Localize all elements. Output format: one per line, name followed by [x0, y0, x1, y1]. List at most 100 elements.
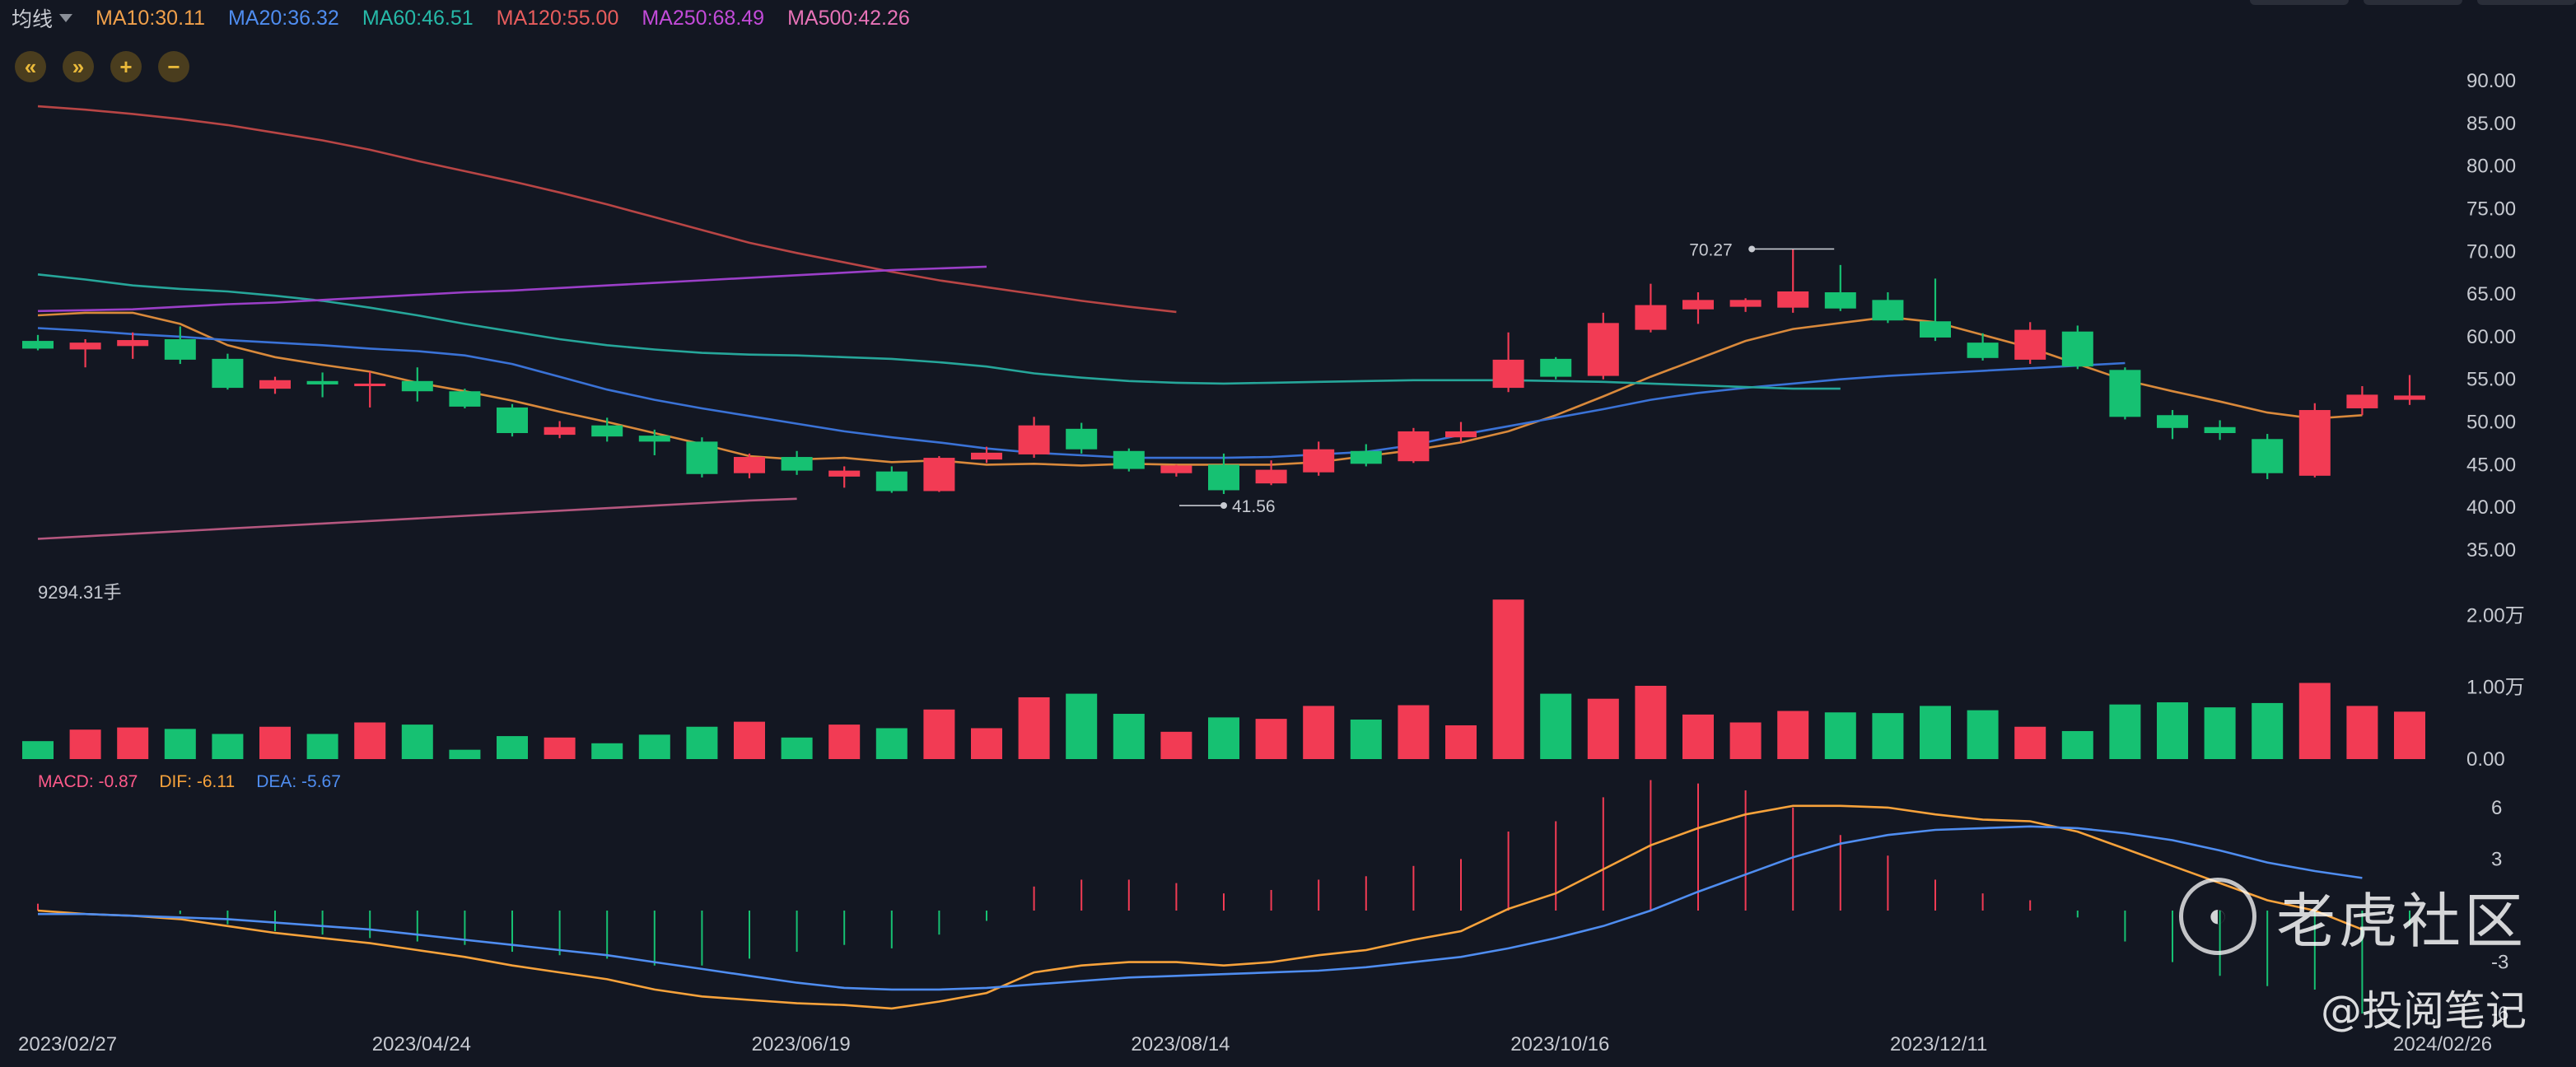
candle-body: [638, 436, 670, 442]
ma-line-ma10: [37, 311, 2363, 467]
candle-body: [2014, 329, 2046, 360]
indicator-select-label: 均线: [12, 8, 54, 31]
volume-bar: [2252, 702, 2284, 759]
candle-body: [1208, 464, 1239, 491]
legend-ma10: MA10:30.11: [96, 6, 205, 30]
volume-bar: [1113, 714, 1145, 759]
macd-value-label: MACD: -0.87: [38, 772, 138, 791]
candle-body: [1872, 300, 1904, 321]
candle-body: [2252, 439, 2284, 473]
volume-bar: [497, 736, 528, 759]
indicator-select[interactable]: 均线: [12, 3, 73, 33]
legend-ma20: MA20:36.32: [227, 6, 339, 30]
volume-bar: [164, 729, 196, 759]
macd-legend: MACD: -0.87 DIF: -6.11 DEA: -5.67: [38, 772, 341, 792]
max-annotation-dot: [1748, 245, 1756, 253]
candle-body: [1303, 449, 1335, 473]
candle-body: [1777, 291, 1809, 308]
volume-bar: [117, 727, 149, 759]
toolbar-stub[interactable]: [2477, 0, 2576, 5]
candle-body: [971, 452, 1002, 460]
price-tick-label: 65.00: [2466, 283, 2516, 305]
price-tick-label: 80.00: [2466, 156, 2516, 178]
candle-body: [1350, 450, 1382, 464]
candle-body: [117, 340, 149, 347]
ma-line-ma250: [37, 265, 987, 313]
legend-ma250: MA250:68.49: [642, 6, 765, 30]
candle-body: [259, 380, 291, 389]
candle-body: [1066, 428, 1098, 450]
candle-body: [1967, 342, 1999, 358]
volume-bar: [1920, 706, 1951, 759]
date-tick-label: 2023/06/19: [752, 1033, 851, 1055]
volume-bar: [781, 737, 813, 759]
candle-body: [734, 457, 765, 473]
volume-bar: [1208, 717, 1239, 759]
price-tick-label: 40.00: [2466, 496, 2516, 519]
candle-body: [923, 458, 955, 492]
toolbar-stub[interactable]: [2364, 0, 2462, 5]
candle-body: [1635, 305, 1667, 330]
date-tick-label: 2023/12/11: [1890, 1033, 1987, 1055]
legend-ma60: MA60:46.51: [362, 6, 474, 30]
volume-bar: [1824, 712, 1856, 759]
candle-body: [449, 391, 481, 407]
scroll-left-button[interactable]: «: [15, 51, 46, 82]
volume-bar: [1587, 698, 1619, 759]
volume-bar: [401, 725, 433, 759]
candle-body: [1398, 431, 1430, 462]
candle-body: [2394, 395, 2425, 400]
dea-line: [38, 825, 2363, 991]
chart-controls: « » + −: [15, 51, 189, 82]
candle-body: [1255, 469, 1287, 484]
candle-body: [544, 426, 576, 436]
candle-body: [828, 470, 861, 477]
date-tick-label: 2023/08/14: [1131, 1033, 1230, 1055]
price-tick-label: 50.00: [2466, 412, 2516, 434]
macd-tick-label: 3: [2491, 848, 2502, 870]
volume-bar: [1635, 685, 1667, 759]
ma-line-ma500: [37, 497, 797, 540]
candle-body: [875, 471, 908, 492]
candle-body: [164, 339, 196, 360]
candle-body: [1018, 425, 1050, 454]
candle-body: [2061, 331, 2093, 367]
volume-bar: [1350, 720, 1382, 759]
candle-body: [1682, 300, 1714, 310]
volume-bar: [2346, 706, 2378, 759]
volume-bar: [1967, 710, 1999, 759]
candle-body: [1920, 321, 1951, 338]
tiger-logo-icon: ◐: [2178, 877, 2256, 955]
price-tick-label: 75.00: [2466, 198, 2516, 220]
candle-body: [2298, 410, 2331, 476]
legend-ma120: MA120:55.00: [496, 6, 619, 30]
scroll-right-button[interactable]: »: [63, 51, 94, 82]
volume-bar: [1303, 706, 1335, 759]
zoom-out-button[interactable]: −: [158, 51, 189, 82]
volume-bar: [449, 749, 481, 759]
volume-bar: [306, 734, 338, 759]
volume-bar: [544, 737, 576, 759]
volume-bar: [734, 721, 765, 759]
max-price-label: 70.27: [1689, 240, 1733, 259]
ma-line-ma60: [37, 273, 1841, 390]
dea-value-label: DEA: -5.67: [256, 772, 341, 791]
candle-body: [2346, 394, 2378, 408]
volume-bar: [259, 726, 291, 759]
volume-bar: [875, 728, 908, 759]
candle-body: [781, 457, 813, 471]
candle-body: [69, 342, 101, 350]
price-tick-label: 70.00: [2466, 240, 2516, 263]
volume-bar: [1492, 599, 1524, 759]
volume-bar: [686, 726, 718, 759]
zoom-in-button[interactable]: +: [110, 51, 142, 82]
candle-body: [1492, 359, 1524, 389]
candle-body: [591, 425, 623, 437]
volume-bar: [1729, 722, 1762, 759]
candle-body: [212, 358, 244, 389]
volume-bar: [2298, 683, 2331, 759]
toolbar-stub[interactable]: [2250, 0, 2349, 5]
volume-bar: [2157, 702, 2188, 759]
ma-line-ma20: [37, 327, 2126, 459]
